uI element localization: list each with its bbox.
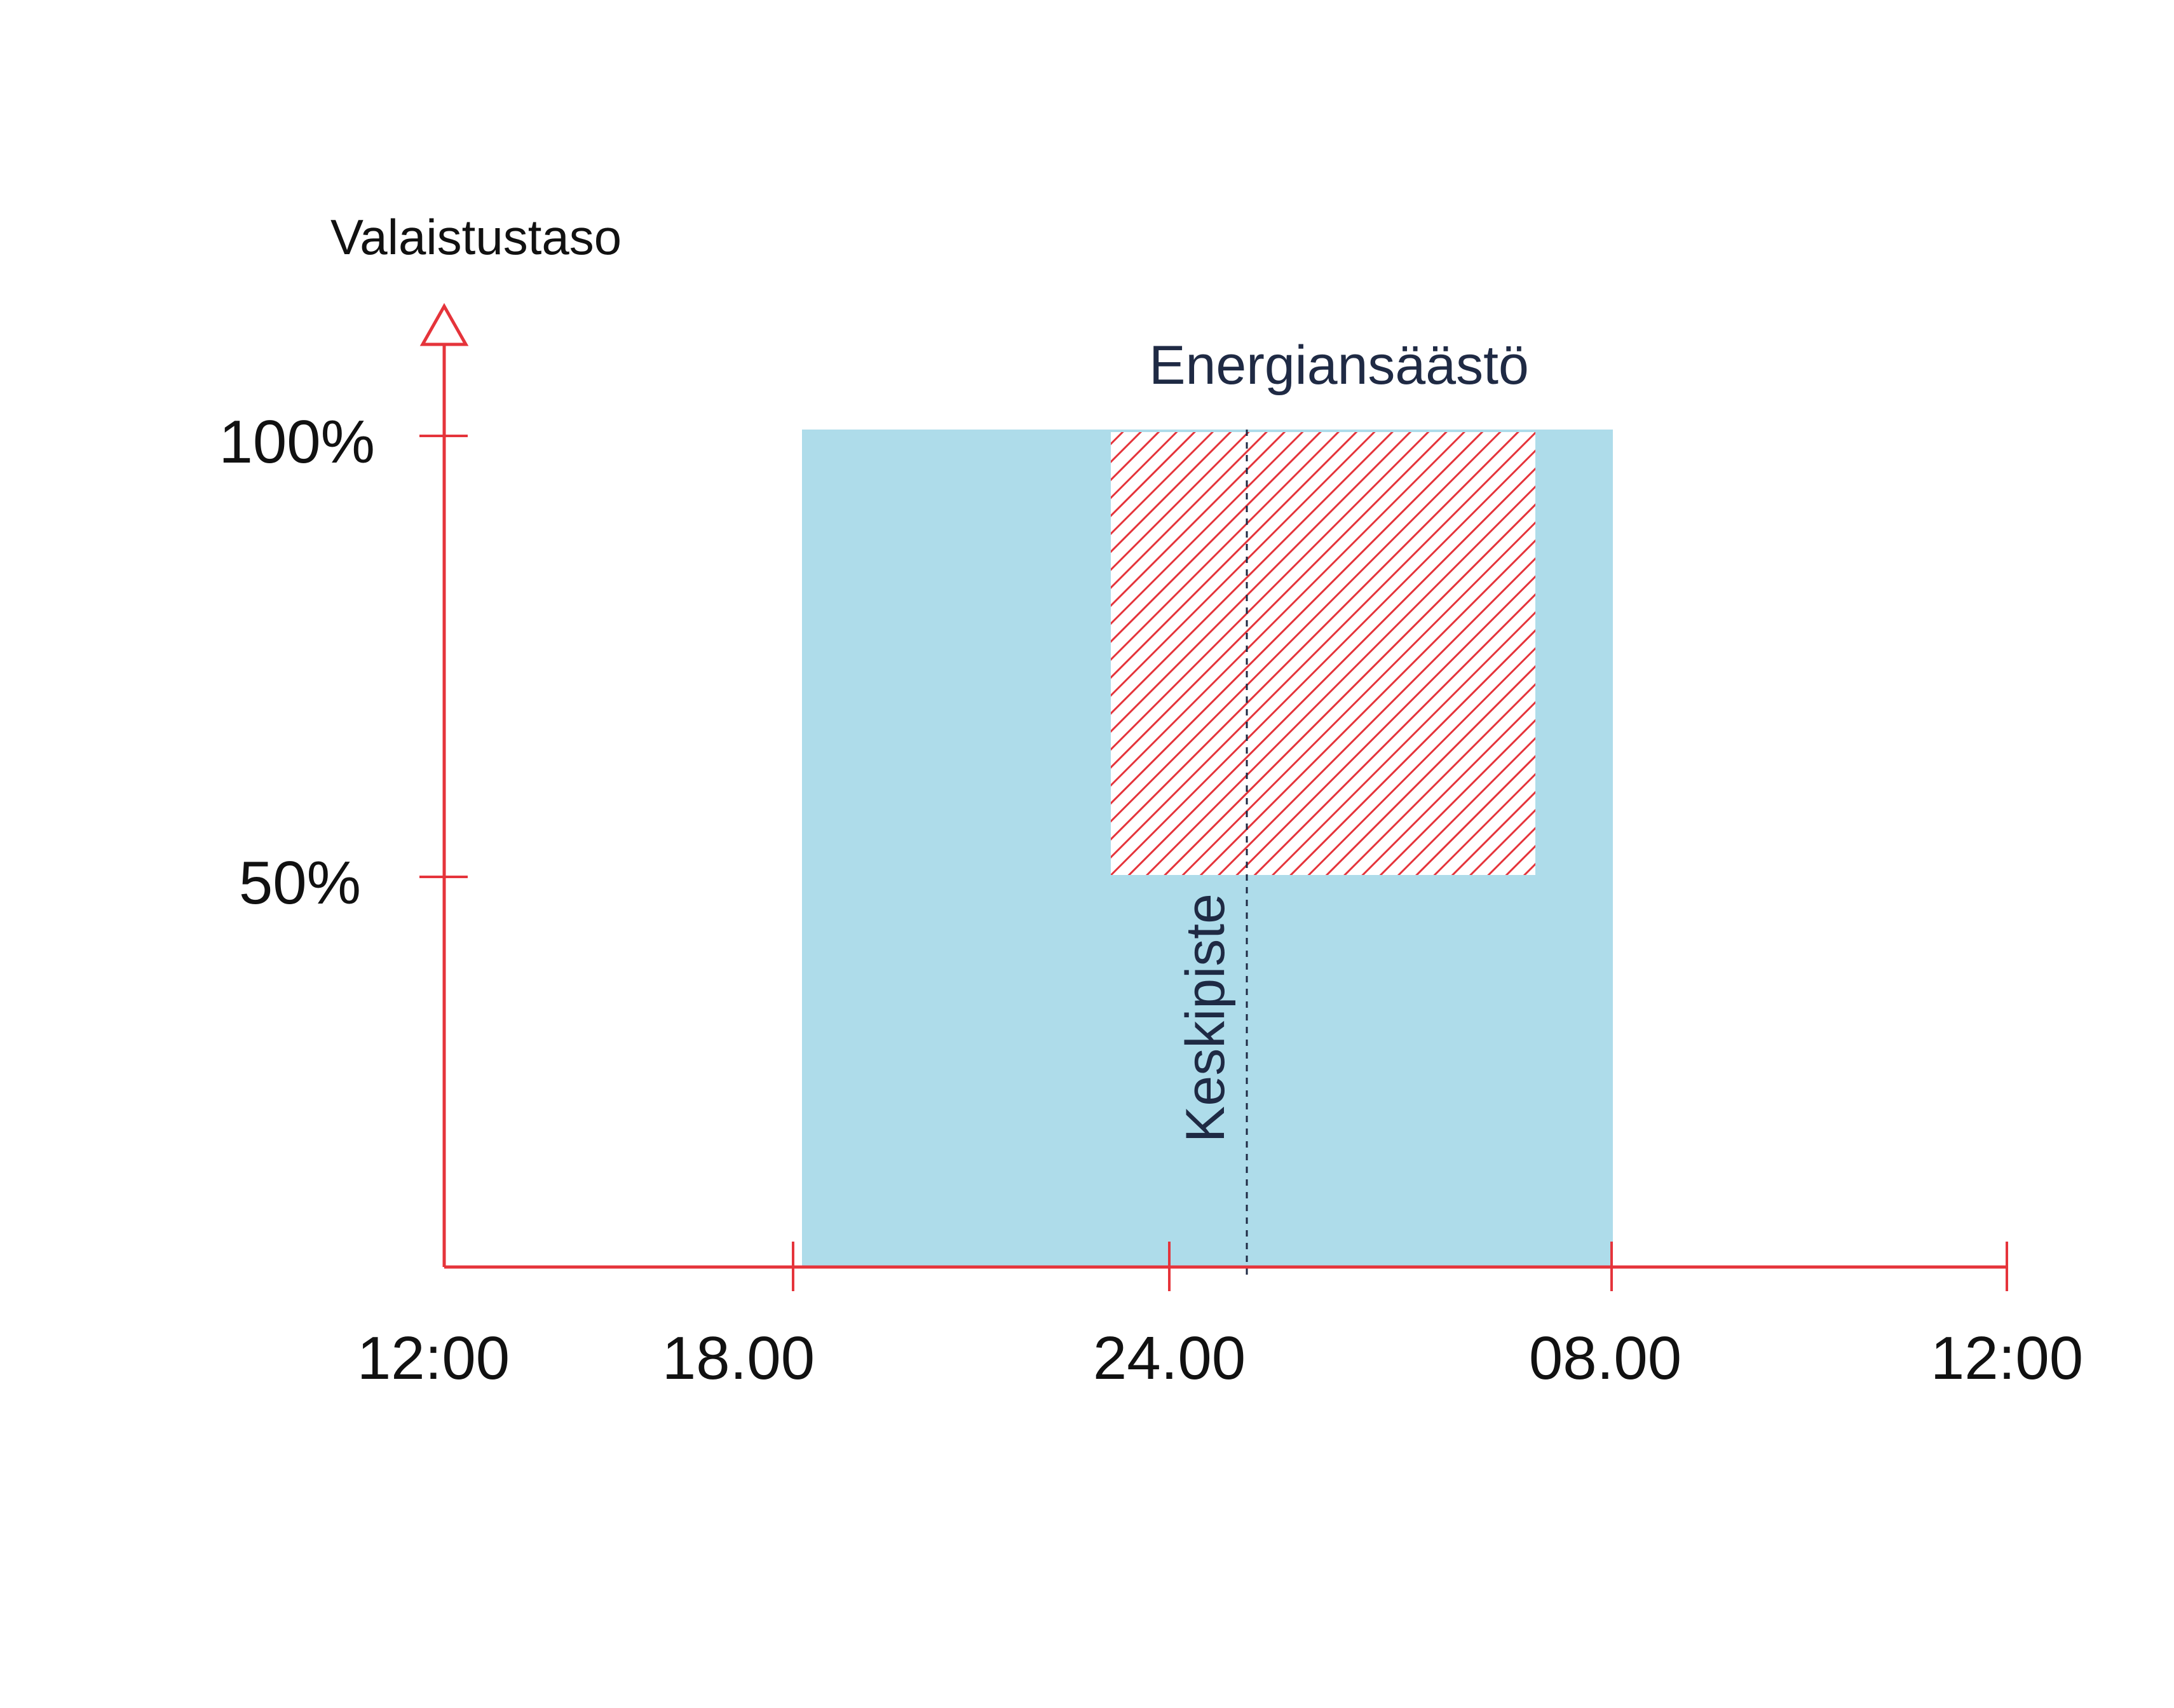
x-tick-label-2400: 24.00 bbox=[1093, 1324, 1246, 1392]
x-tick-label-1200-start: 12:00 bbox=[357, 1324, 510, 1392]
y-axis-title: Valaistustaso bbox=[330, 209, 622, 265]
y-axis-arrow-icon bbox=[419, 302, 469, 346]
y-tick-label-100: 100% bbox=[219, 408, 375, 476]
x-tick-label-1200-end: 12:00 bbox=[1931, 1324, 2083, 1392]
energy-saving-label: Energiansäästö bbox=[1149, 335, 1529, 396]
x-tick-label-1800: 18.00 bbox=[662, 1324, 815, 1392]
midpoint-label: Keskipiste bbox=[1175, 893, 1236, 1142]
y-tick-label-50: 50% bbox=[239, 849, 361, 917]
x-tick-label-0800: 08.00 bbox=[1529, 1324, 1681, 1392]
energy-saving-hatch bbox=[1111, 432, 1535, 875]
